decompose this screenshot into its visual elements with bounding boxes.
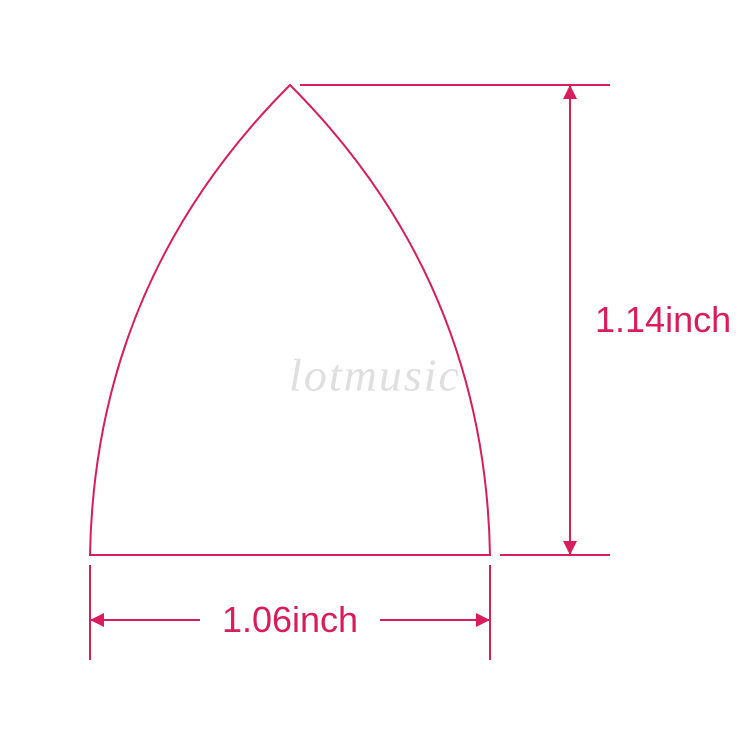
svg-text:1.14inch: 1.14inch: [595, 299, 731, 340]
width-dimension: 1.06inch: [90, 565, 490, 660]
svg-text:1.06inch: 1.06inch: [222, 599, 358, 640]
arch-shape: [90, 85, 490, 555]
height-dimension: 1.14inch: [300, 85, 731, 555]
dimension-diagram: 1.06inch 1.14inch: [0, 0, 750, 750]
